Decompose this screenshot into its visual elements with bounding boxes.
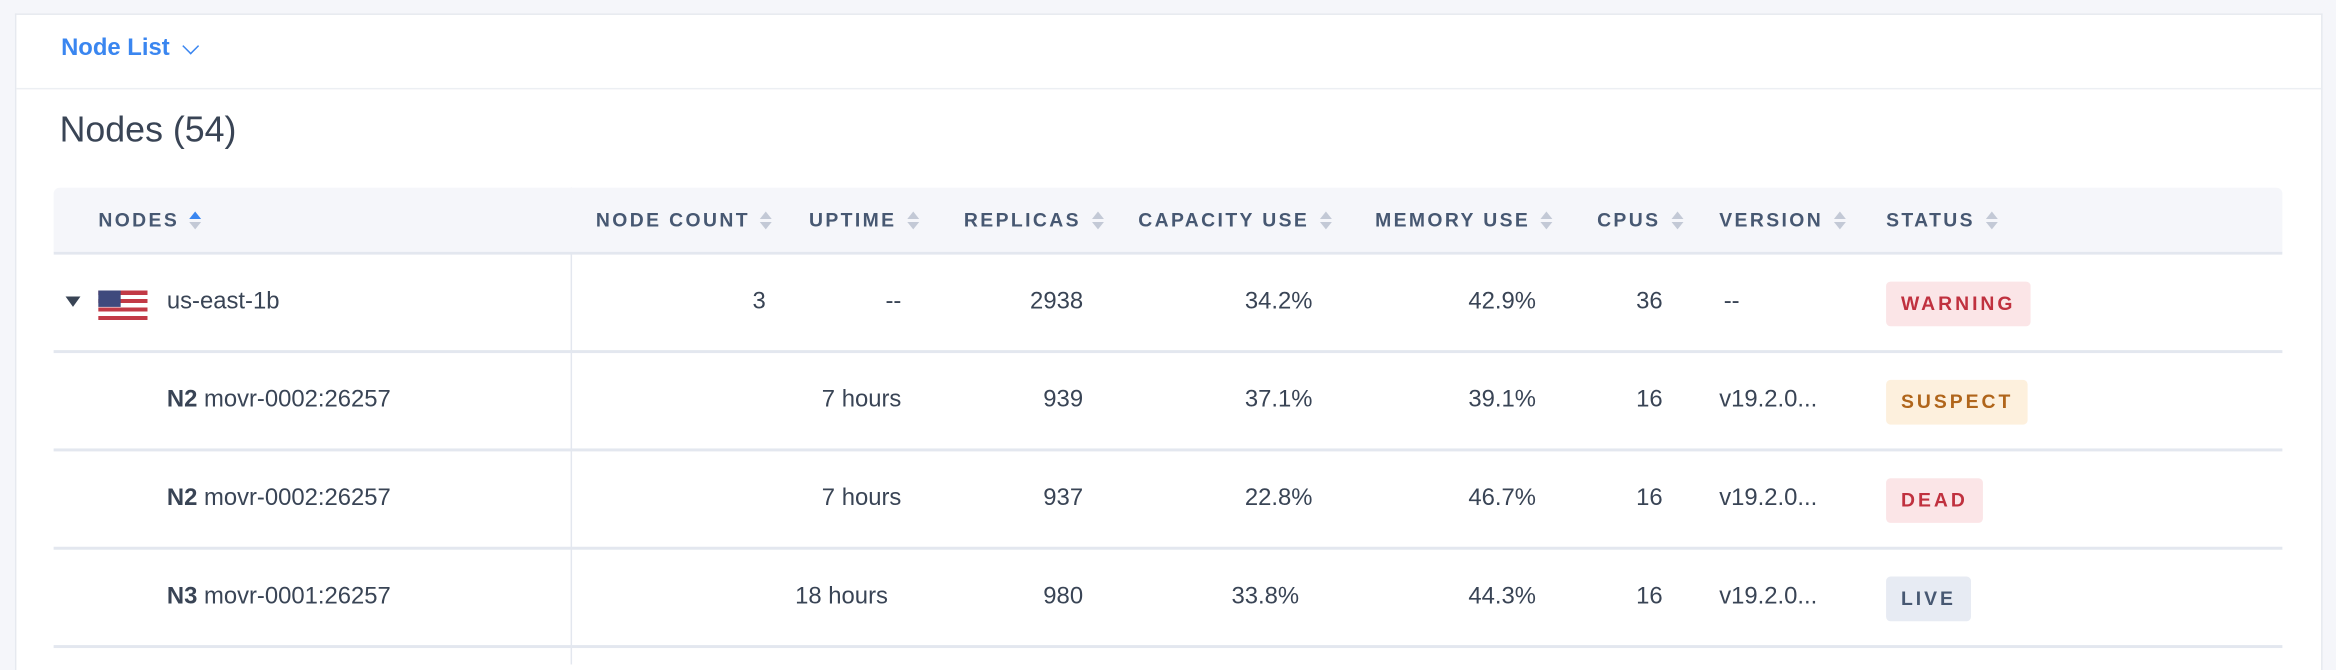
sort-icon (1540, 210, 1553, 229)
memory-use: 46.7% (1468, 485, 1536, 512)
table-row[interactable]: N2 movr-0002:26257 7 hours 937 22.8% 46.7% 16… (53, 451, 2283, 550)
node-count: 3 (752, 289, 766, 315)
table-row[interactable]: N2 movr-0002:26257 7 hours 939 37.1% 39.1% 16… (53, 353, 2283, 452)
cpus: 16 (1636, 584, 1663, 610)
memory-use: 39.1% (1468, 387, 1536, 413)
sort-icon (1985, 210, 1998, 229)
memory-use: 42.9% (1468, 289, 1536, 315)
sort-icon (760, 210, 773, 229)
replicas: 937 (1043, 485, 1084, 512)
status-badge: DEAD (1886, 478, 1983, 523)
column-header-replicas[interactable]: REPLICAS (963, 208, 1104, 231)
replicas: 980 (1043, 584, 1084, 610)
sort-icon (906, 210, 919, 229)
cpus: 16 (1636, 485, 1663, 512)
column-header-status[interactable]: STATUS (1886, 208, 1998, 231)
column-label: MEMORY USE (1375, 208, 1531, 231)
node-name[interactable]: N2 movr-0002:26257 (167, 353, 391, 448)
capacity-use: 37.1% (1244, 387, 1313, 413)
status-badge: SUSPECT (1886, 379, 2029, 425)
status-badge: WARNING (1886, 281, 2031, 327)
page-title: Nodes (54) (59, 110, 237, 151)
node-list-card: Node List (14, 13, 2323, 670)
column-header-nodes[interactable]: NODES (98, 208, 202, 231)
sort-icon (189, 210, 202, 229)
column-header-memory-use[interactable]: MEMORY USE (1375, 208, 1553, 231)
version: v19.2.0... (1719, 485, 1818, 512)
column-label: CAPACITY USE (1138, 208, 1310, 231)
column-header-cpus[interactable]: CPUS (1597, 209, 1683, 231)
version: -- (1723, 289, 1740, 315)
column-label: NODE COUNT (595, 208, 750, 231)
column-label: UPTIME (808, 208, 897, 231)
node-address: movr-0002:26257 (203, 387, 391, 413)
node-address: movr-0002:26257 (203, 485, 391, 512)
cpus: 16 (1636, 387, 1663, 413)
uptime: 18 hours (795, 584, 888, 610)
node-name[interactable]: N2 movr-0002:26257 (167, 451, 391, 546)
table-row[interactable]: N3 movr-0001:26257 18 hours 980 33.8% 44.3% 1… (53, 550, 2283, 649)
sort-icon (1319, 210, 1332, 229)
chevron-down-icon (182, 37, 199, 55)
node-id: N2 (166, 387, 198, 413)
uptime: -- (885, 289, 902, 315)
card-header: Node List (16, 15, 2322, 90)
column-header-version[interactable]: VERSION (1719, 208, 1846, 231)
node-list-label: Node List (61, 35, 170, 62)
sort-icon (1670, 210, 1683, 229)
version: v19.2.0... (1719, 584, 1818, 610)
sort-icon (1091, 210, 1104, 229)
cpus: 36 (1636, 289, 1663, 315)
column-label: CPUS (1597, 208, 1661, 231)
column-divider (570, 187, 573, 665)
column-label: VERSION (1719, 208, 1824, 231)
memory-use: 44.3% (1468, 584, 1536, 610)
capacity-use: 34.2% (1244, 289, 1313, 315)
capacity-use: 33.8% (1231, 584, 1300, 610)
status-badge: LIVE (1886, 576, 1971, 622)
us-flag-icon (98, 290, 148, 321)
sort-icon (1833, 210, 1846, 229)
version: v19.2.0... (1719, 387, 1818, 413)
uptime: 7 hours (821, 485, 902, 512)
node-list-dropdown[interactable]: Node List (61, 35, 199, 63)
region-name: us-east-1b (166, 289, 280, 315)
uptime: 7 hours (821, 387, 902, 413)
column-header-uptime[interactable]: UPTIME (809, 209, 919, 231)
node-id: N2 (166, 485, 198, 512)
column-header-capacity-use[interactable]: CAPACITY USE (1138, 208, 1332, 231)
collapse-caret-icon[interactable] (65, 296, 81, 307)
column-label: REPLICAS (963, 208, 1081, 231)
replicas: 939 (1043, 387, 1084, 413)
region-row[interactable]: us-east-1b 3 -- 2938 34.2% 42.9% 36 -- WARNING (53, 255, 2283, 354)
column-label: STATUS (1886, 208, 1975, 231)
capacity-use: 22.8% (1244, 485, 1313, 512)
column-label: NODES (98, 208, 180, 231)
node-id: N3 (166, 584, 198, 610)
node-address: movr-0001:26257 (203, 584, 391, 610)
nodes-table: NODES NODE COUNT UPTIME REPLICAS CAPACITY US… (53, 187, 2283, 665)
column-header-node-count[interactable]: NODE COUNT (595, 208, 773, 231)
replicas: 2938 (1030, 289, 1084, 315)
table-header: NODES NODE COUNT UPTIME REPLICAS CAPACITY US… (53, 187, 2283, 255)
node-name[interactable]: N3 movr-0001:26257 (167, 550, 391, 645)
